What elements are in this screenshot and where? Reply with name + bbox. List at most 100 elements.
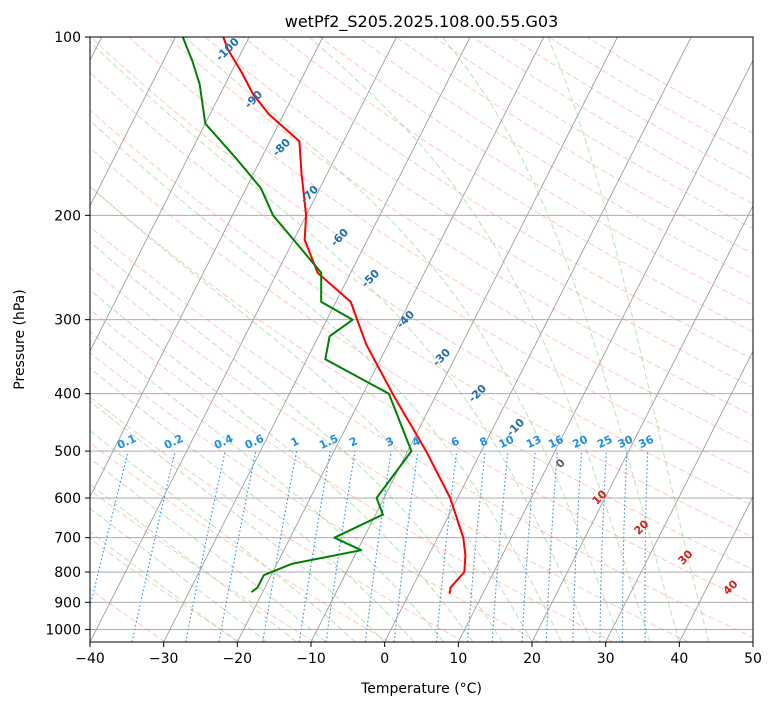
dry-adiabat-line [204, 37, 753, 388]
mixing-ratio-line [364, 451, 392, 642]
mixing-ratio-line [131, 450, 176, 642]
mixing-ratio-label: 16 [546, 433, 566, 451]
moist-adiabat-line [90, 457, 327, 642]
isotherm-line [678, 495, 753, 642]
mixing-ratio-label: 6 [449, 434, 462, 449]
mixing-ratio-label: 1 [289, 434, 301, 449]
dry-adiabat-line [90, 147, 753, 571]
dry-adiabat-line [90, 489, 315, 642]
y-tick-label: 600 [54, 491, 81, 507]
moist-adiabat-line [90, 119, 562, 642]
x-tick-label: 40 [670, 651, 688, 667]
mixing-ratio-line [545, 451, 558, 642]
mixing-ratio-label: 10 [497, 433, 517, 451]
x-tick-label: 20 [523, 651, 541, 667]
moist-adiabat-line [442, 37, 680, 642]
x-tick-label: −10 [296, 651, 326, 667]
isotherm-line [605, 350, 753, 642]
mixing-ratio-line [621, 451, 628, 642]
isotherm-line [236, 37, 545, 642]
x-tick-label: 0 [380, 651, 389, 667]
x-tick-label: −30 [149, 651, 179, 667]
mixing-ratio-label: 0.4 [212, 432, 235, 452]
x-tick-label: 30 [597, 651, 615, 667]
dry-adiabat-label: -40 [394, 308, 417, 331]
mixing-ratio-label: 13 [524, 433, 543, 451]
dry-adiabat-line [357, 37, 753, 280]
mixing-ratio-line [599, 451, 607, 642]
x-tick-label: −40 [75, 651, 105, 667]
dry-adiabat-label: -70 [298, 183, 321, 206]
moist-adiabat-line [90, 531, 238, 642]
y-tick-label: 200 [54, 208, 81, 224]
dry-adiabat-line [433, 37, 753, 230]
mixing-ratio-label: 25 [595, 433, 614, 451]
dry-adiabat-line [166, 37, 753, 417]
mixing-ratio-label: 20 [570, 433, 590, 451]
y-tick-label: 800 [54, 565, 81, 581]
y-axis-title: Pressure (hPa) [12, 289, 28, 389]
mixing-ratio-line [262, 450, 298, 642]
dry-adiabat-label: -80 [270, 136, 293, 159]
isotherm-line [90, 37, 324, 498]
moist-adiabat-label: 30 [676, 547, 696, 567]
dry-adiabat-line [90, 37, 753, 476]
dry-adiabat-line [90, 588, 166, 642]
moist-adiabat-line [184, 37, 621, 642]
moist-adiabat-line [90, 483, 297, 642]
dry-adiabat-label: -50 [359, 267, 382, 290]
y-tick-label: 400 [54, 387, 81, 403]
mixing-ratio-label: 0.6 [243, 432, 266, 452]
dry-adiabat-line [242, 37, 753, 360]
profile-lines [181, 37, 467, 594]
moist-adiabat-line [90, 507, 268, 642]
isotherm-line [752, 641, 753, 642]
dry-adiabat-line [90, 538, 241, 642]
mixing-ratio-line [435, 451, 458, 642]
dry-adiabat-line [319, 37, 753, 306]
x-axis-title: Temperature (°C) [360, 681, 482, 697]
mixing-ratio-line [90, 450, 129, 610]
mixing-ratio-label: 0.2 [162, 432, 185, 452]
mixing-ratio-line [521, 451, 536, 642]
mixing-ratio-label: 8 [478, 434, 490, 449]
y-tick-label: 1000 [45, 622, 81, 638]
moist-adiabat-label: 40 [721, 577, 741, 597]
chart-title: wetPf2_S205.2025.108.00.55.G03 [285, 12, 559, 32]
isotherm-line [384, 37, 692, 642]
moist-adiabat-line [90, 367, 415, 642]
moist-adiabat-line [90, 430, 356, 642]
dry-adiabat-line [548, 37, 753, 157]
background-lines [90, 37, 753, 642]
temperature-profile-line [222, 37, 467, 594]
y-tick-label: 500 [54, 444, 81, 460]
moist-adiabat-line [90, 400, 386, 642]
moist-adiabat-line [547, 37, 710, 642]
mixing-ratio-label: 1.5 [317, 432, 340, 452]
dry-adiabat-label: -30 [430, 346, 453, 369]
mixing-ratio-line [393, 451, 419, 642]
mixing-ratio-label: 36 [636, 433, 656, 451]
mixing-ratio-line [325, 451, 356, 642]
moist-adiabat-line [308, 37, 651, 642]
mixing-ratio-label: 30 [616, 433, 636, 451]
moist-adiabat-label: 20 [632, 517, 652, 537]
mixing-ratio-line [218, 450, 257, 642]
dry-adiabat-line [90, 351, 540, 642]
dry-adiabat-line [586, 37, 753, 134]
dry-adiabat-line [90, 266, 689, 642]
dry-adiabat-label: -20 [466, 382, 489, 405]
isotherm-line [90, 37, 250, 353]
dry-adiabat-line [90, 442, 390, 642]
y-tick-label: 900 [54, 595, 81, 611]
dry-adiabat-line [90, 396, 465, 642]
dewpoint-profile-line [181, 37, 413, 593]
moist-adiabat-label: 10 [590, 487, 610, 507]
mixing-ratio-label: 0.1 [115, 432, 138, 452]
isotherm-line [457, 59, 753, 642]
dry-adiabat-line [281, 37, 753, 333]
y-tick-label: 300 [54, 313, 81, 329]
mixing-ratio-line [466, 451, 486, 642]
dry-adiabat-line [90, 109, 753, 538]
dry-adiabat-line [90, 308, 614, 642]
